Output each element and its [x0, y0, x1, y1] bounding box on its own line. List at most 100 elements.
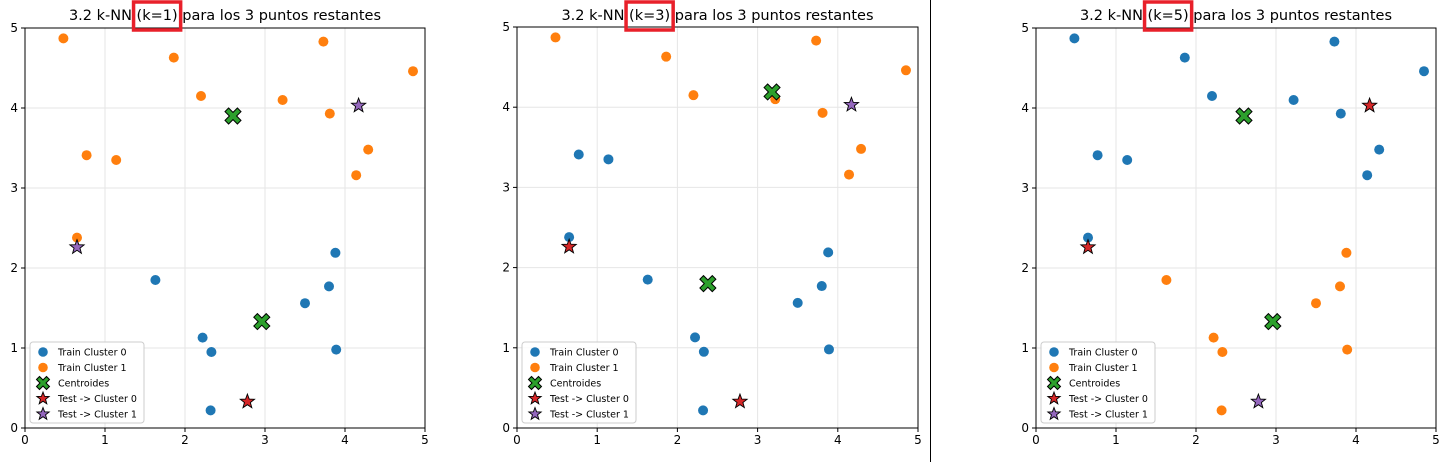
y-tick-label: 3: [502, 180, 510, 194]
series-4: [1250, 392, 1267, 409]
data-point-circle: [690, 332, 701, 343]
data-point-circle: [277, 95, 288, 105]
data-point-circle: [196, 91, 206, 101]
y-tick-label: 1: [10, 341, 18, 355]
data-point-circle: [564, 232, 575, 243]
x-tick-label: 3: [754, 433, 762, 447]
legend-label: Test -> Cluster 0: [57, 394, 137, 405]
data-point-x: [1264, 312, 1282, 331]
data-point-circle: [1342, 344, 1353, 355]
data-point-circle: [811, 35, 822, 46]
data-point-x: [253, 312, 271, 331]
data-point-circle: [698, 346, 709, 357]
x-tick-label: 1: [101, 433, 109, 447]
data-point-circle: [1362, 170, 1373, 181]
data-point-circle: [1069, 33, 1080, 44]
data-point-star: [1079, 238, 1097, 255]
legend-marker: [1049, 347, 1059, 357]
legend: Train Cluster 0 Train Cluster 1 Centroides…: [1040, 341, 1156, 424]
y-tick-label: 1: [502, 341, 510, 355]
k-highlight-box: [624, 0, 675, 32]
data-point-circle: [1122, 155, 1133, 165]
k-highlight-box: [1142, 0, 1194, 32]
legend-marker: [530, 347, 540, 357]
series-1: [58, 33, 418, 243]
y-tick-label: 1: [1021, 341, 1029, 355]
data-point-circle: [900, 65, 911, 76]
y-tick-label: 5: [1021, 21, 1029, 35]
series-3: [239, 392, 256, 409]
legend-marker: [38, 347, 48, 357]
data-point-circle: [1179, 52, 1190, 63]
legend-box: [29, 341, 145, 424]
data-point-circle: [168, 52, 179, 63]
x-tick-label: 0: [513, 433, 521, 447]
y-tick-label: 0: [1021, 421, 1029, 435]
data-point-circle: [150, 275, 161, 285]
x-tick-label: 2: [1192, 433, 1200, 447]
data-point-circle: [573, 149, 584, 160]
data-point-star: [1250, 392, 1267, 409]
knn-panel-1: 0 1 2 3 4 5 0 1 2 3 4 5 3.2 k-NN (k=1) para los 3 pu…: [10, 0, 429, 447]
series-0: [150, 247, 342, 416]
x-tick-label: 3: [1272, 433, 1280, 447]
y-tick-label: 2: [10, 261, 18, 275]
title-part: 3.2 k-NN: [69, 8, 137, 24]
data-point-circle: [1092, 150, 1103, 161]
y-tick-label: 2: [502, 261, 510, 275]
data-point-circle: [792, 297, 803, 308]
data-point-circle: [816, 281, 827, 292]
data-point-circle: [661, 51, 672, 62]
x-tick-label: 1: [593, 433, 601, 447]
data-point-circle: [1335, 108, 1346, 119]
legend-label: Train Cluster 1: [549, 363, 619, 374]
legend-label: Test -> Cluster 1: [549, 410, 629, 421]
data-point-star: [560, 237, 578, 254]
data-point-x: [699, 274, 717, 293]
series-2: [1235, 107, 1282, 331]
series-4: [68, 96, 367, 255]
legend-marker: [527, 375, 543, 391]
data-point-circle: [58, 33, 69, 44]
data-point-circle: [318, 36, 329, 47]
title-k-value: (k=1): [137, 8, 178, 24]
data-point-circle: [1329, 36, 1340, 47]
series-2: [699, 83, 781, 293]
x-tick-label: 5: [914, 433, 922, 447]
x-tick-label: 4: [1352, 433, 1360, 447]
x-tick-label: 2: [181, 433, 189, 447]
data-point-circle: [1208, 332, 1219, 343]
title-part: para los 3 puntos restantes: [178, 8, 381, 24]
title-part: 3.2 k-NN: [1080, 8, 1148, 24]
legend-box: [1040, 341, 1156, 424]
data-point-circle: [1083, 232, 1093, 243]
series-3: [560, 237, 749, 409]
data-point-circle: [1161, 275, 1172, 285]
data-point-circle: [1419, 66, 1429, 77]
legend-label: Centroides: [1069, 379, 1120, 390]
knn-panel-2: 0 1 2 3 4 5 0 1 2 3 4 5 3.2 k-NN (k=3) para los 3 pu…: [502, 0, 922, 447]
x-tick-label: 5: [421, 433, 429, 447]
legend-label: Train Cluster 0: [1068, 348, 1138, 359]
data-point-x: [1235, 107, 1253, 125]
x-tick-label: 5: [1432, 433, 1440, 447]
data-point-circle: [197, 332, 208, 343]
data-point-circle: [206, 347, 217, 357]
data-point-circle: [72, 232, 82, 243]
y-tick-label: 0: [502, 421, 510, 435]
legend-label: Centroides: [58, 379, 109, 390]
x-tick-label: 1: [1112, 433, 1120, 447]
data-point-circle: [324, 108, 335, 119]
plot-frame: [24, 27, 426, 429]
legend-marker: [1046, 390, 1062, 405]
data-point-star: [731, 392, 749, 409]
data-point-circle: [408, 66, 418, 77]
series-4: [843, 95, 860, 112]
y-tick-label: 4: [502, 100, 510, 114]
x-tick-label: 4: [834, 433, 842, 447]
legend-label: Test -> Cluster 0: [1068, 394, 1148, 405]
legend-marker: [527, 406, 543, 421]
data-point-circle: [823, 344, 834, 355]
chart-title: 3.2 k-NN (k=1) para los 3 puntos restant…: [69, 8, 381, 24]
